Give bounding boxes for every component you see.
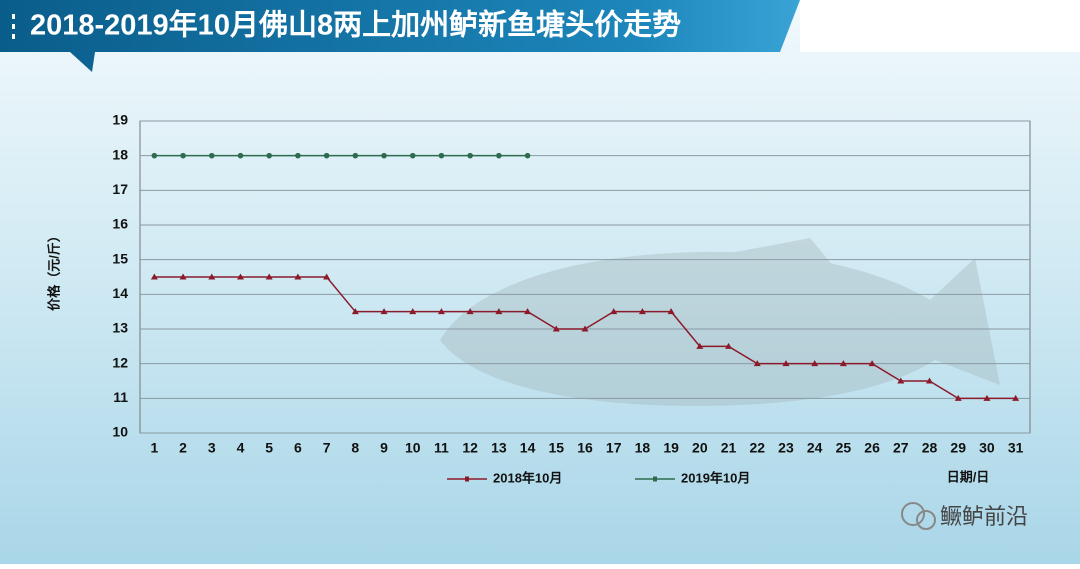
point-marker	[868, 360, 876, 367]
x-axis-label: 日期/日	[947, 469, 990, 484]
x-tick-label: 18	[635, 440, 651, 456]
x-tick-label: 20	[692, 440, 708, 456]
point-marker	[610, 308, 618, 315]
point-marker	[954, 394, 962, 401]
point-marker	[237, 152, 244, 159]
y-tick-label: 15	[112, 250, 128, 266]
y-tick-label: 14	[112, 285, 128, 301]
x-tick-label: 2	[179, 440, 187, 456]
point-marker	[811, 360, 819, 367]
point-marker	[839, 360, 847, 367]
x-tick-label: 10	[405, 440, 421, 456]
y-tick-label: 11	[113, 389, 128, 405]
y-tick-label: 19	[112, 112, 128, 128]
point-marker	[150, 273, 158, 280]
legend-label: 2019年10月	[681, 470, 750, 485]
point-marker	[266, 152, 272, 159]
y-tick-label: 12	[112, 354, 128, 370]
point-marker	[467, 152, 473, 159]
point-marker	[409, 152, 416, 159]
x-tick-label: 4	[237, 440, 245, 456]
watermark-text: 鳜鲈前沿	[940, 504, 1028, 529]
point-marker	[437, 308, 445, 315]
point-marker	[295, 152, 301, 159]
x-tick-label: 9	[380, 440, 388, 456]
point-marker	[265, 273, 273, 280]
x-tick-label: 14	[520, 440, 536, 456]
header-dots	[12, 14, 15, 39]
y-tick-label: 18	[112, 146, 128, 162]
x-tick-label: 17	[606, 440, 622, 456]
x-tick-label: 23	[778, 440, 794, 456]
point-marker	[352, 152, 359, 159]
x-tick-label: 28	[922, 440, 938, 456]
point-marker	[552, 325, 560, 332]
point-marker	[725, 342, 733, 349]
point-marker	[409, 308, 417, 315]
x-tick-label: 21	[721, 440, 737, 456]
point-marker	[381, 152, 387, 159]
x-tick-label: 3	[208, 440, 216, 456]
x-tick-label: 8	[351, 440, 359, 456]
x-tick-label: 13	[491, 440, 507, 456]
point-marker	[351, 308, 359, 315]
y-axis-label: 价格（元/斤）	[46, 229, 61, 311]
point-marker	[495, 308, 503, 315]
point-marker	[638, 308, 646, 315]
x-tick-label: 29	[950, 440, 966, 456]
x-tick-label: 25	[836, 440, 852, 456]
x-tick-label: 16	[577, 440, 593, 456]
x-tick-label: 12	[462, 440, 478, 456]
point-marker	[983, 394, 991, 401]
point-marker	[438, 152, 445, 159]
y-tick-label: 16	[112, 216, 128, 232]
point-marker	[466, 308, 474, 315]
x-tick-label: 5	[265, 440, 273, 456]
x-tick-label: 30	[979, 440, 995, 456]
x-tick-label: 6	[294, 440, 302, 456]
point-marker	[294, 273, 302, 280]
watermark: 鳜鲈前沿	[901, 502, 1028, 530]
point-marker	[323, 273, 331, 280]
chart-title: 2018-2019年10月佛山8两上加州鲈新鱼塘头价走势	[30, 8, 681, 42]
x-tick-label: 1	[150, 440, 158, 456]
point-marker	[323, 152, 330, 159]
point-marker	[524, 308, 532, 315]
y-tick-label: 10	[112, 424, 128, 440]
point-marker	[782, 360, 790, 367]
point-marker	[151, 152, 158, 159]
x-tick-label: 15	[549, 440, 565, 456]
point-marker	[581, 325, 589, 332]
point-marker	[179, 273, 187, 280]
point-marker	[753, 360, 761, 367]
x-tick-label: 19	[663, 440, 679, 456]
point-marker	[180, 152, 186, 159]
header-banner	[0, 0, 800, 72]
point-marker	[926, 377, 934, 384]
point-marker	[524, 152, 531, 159]
header-stripes	[800, 0, 1080, 52]
x-tick-label: 7	[323, 440, 331, 456]
x-tick-label: 27	[893, 440, 909, 456]
x-tick-label: 26	[864, 440, 880, 456]
x-tick-label: 31	[1008, 440, 1024, 456]
point-marker	[236, 273, 244, 280]
y-tick-label: 17	[112, 181, 128, 197]
point-marker	[897, 377, 905, 384]
y-tick-label: 13	[112, 320, 128, 336]
point-marker	[208, 273, 216, 280]
point-marker	[380, 308, 388, 315]
point-marker	[208, 152, 215, 159]
x-tick-label: 11	[434, 440, 449, 456]
point-marker	[496, 152, 502, 159]
legend-label: 2018年10月	[493, 470, 562, 485]
point-marker	[1012, 394, 1020, 401]
x-tick-label: 24	[807, 440, 823, 456]
point-marker	[667, 308, 675, 315]
x-tick-label: 22	[749, 440, 765, 456]
point-marker	[696, 342, 704, 349]
